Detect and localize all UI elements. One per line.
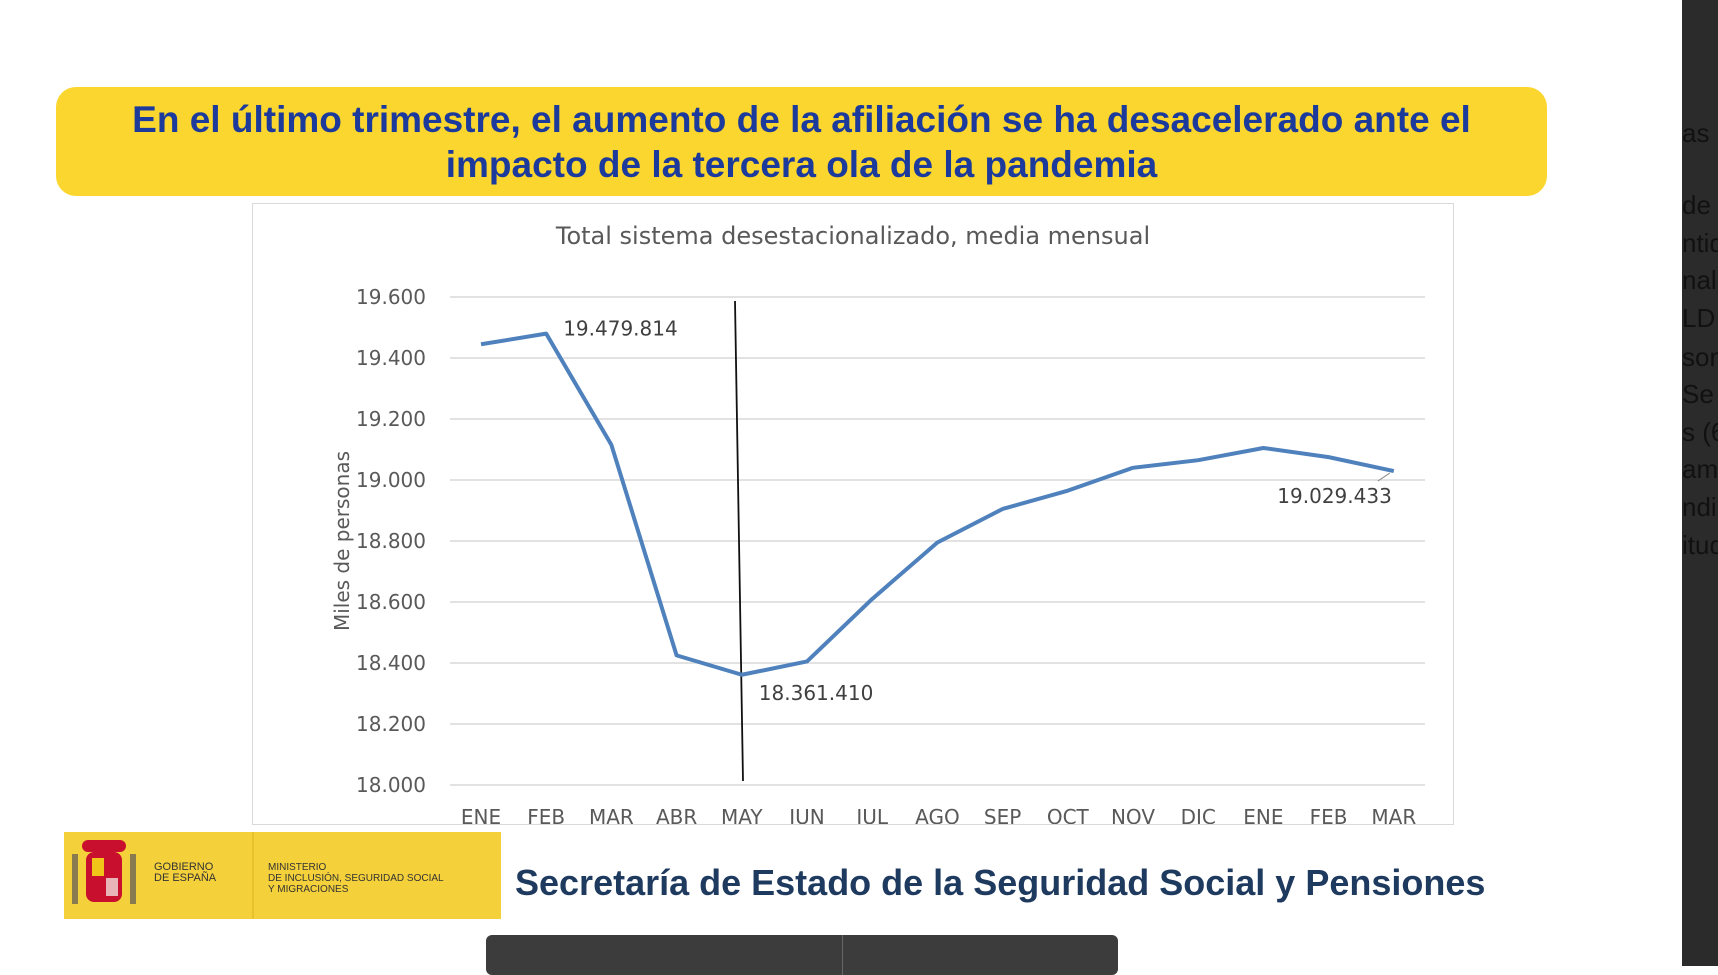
ministry-line-3: Y MIGRACIONES <box>268 884 348 895</box>
series-line <box>481 334 1394 675</box>
x-tick-label: DIC <box>1181 805 1216 824</box>
x-tick-label: ABR <box>656 805 697 824</box>
coat-of-arms-icon <box>64 832 144 919</box>
y-tick-label: 18.600 <box>356 590 426 614</box>
chart: Total sistema desestacionalizado, media … <box>252 203 1454 825</box>
x-tick-label: AGO <box>915 805 960 824</box>
side-panel-text: itud <box>1682 530 1718 561</box>
x-tick-label: OCT <box>1047 805 1090 824</box>
bottom-toolbar[interactable] <box>486 935 1118 975</box>
government-logo: GOBIERNO DE ESPAÑA MINISTERIO DE INCLUSI… <box>64 832 501 919</box>
y-tick-label: 19.200 <box>356 407 426 431</box>
ministry-line-2: DE INCLUSIÓN, SEGURIDAD SOCIAL <box>268 873 444 884</box>
side-panel-text: am <box>1682 454 1718 485</box>
x-tick-label: NOV <box>1111 805 1155 824</box>
y-tick-label: 18.000 <box>356 773 426 797</box>
headline-line-2: impacto de la tercera ola de la pandemia <box>446 142 1158 187</box>
y-tick-label: 19.400 <box>356 346 426 370</box>
side-panel-text: de p <box>1682 190 1718 221</box>
side-panel-text: Se I <box>1682 379 1718 410</box>
x-tick-label: JUL <box>854 805 889 824</box>
side-panel-text: nale <box>1682 265 1718 296</box>
x-tick-label: ENE <box>1243 805 1283 824</box>
headline-line-1: En el último trimestre, el aumento de la… <box>132 97 1471 142</box>
x-tick-label: MAY <box>721 805 763 824</box>
y-tick-label: 19.600 <box>356 285 426 309</box>
footer-title: Secretaría de Estado de la Seguridad Soc… <box>515 862 1485 904</box>
y-tick-label: 19.000 <box>356 468 426 492</box>
toolbar-divider <box>842 935 843 975</box>
chart-title: Total sistema desestacionalizado, media … <box>555 222 1150 250</box>
x-tick-label: FEB <box>1310 805 1348 824</box>
x-tick-label: MAR <box>1371 805 1416 824</box>
side-panel-text: ntida <box>1682 228 1718 259</box>
data-label: 19.479.814 <box>563 317 678 341</box>
data-label: 18.361.410 <box>759 681 874 705</box>
y-tick-label: 18.800 <box>356 529 426 553</box>
headline-banner: En el último trimestre, el aumento de la… <box>56 87 1547 196</box>
side-panel-text: s (6 <box>1682 417 1718 448</box>
logo-divider <box>252 832 254 919</box>
x-tick-label: SEP <box>984 805 1021 824</box>
side-panel: as de p ntida nale LD son Se I s (6 am ndiu itud <box>1682 0 1718 966</box>
side-panel-text: ndiu <box>1682 492 1718 523</box>
data-label: 19.029.433 <box>1277 484 1392 508</box>
x-tick-label: JUN <box>787 805 825 824</box>
x-tick-label: MAR <box>589 805 634 824</box>
chart-svg: Total sistema desestacionalizado, media … <box>253 204 1453 824</box>
ministry-line-1: MINISTERIO <box>268 862 326 873</box>
x-tick-label: FEB <box>527 805 565 824</box>
side-panel-text: as <box>1682 118 1709 149</box>
y-tick-label: 18.400 <box>356 651 426 675</box>
gov-line-2: DE ESPAÑA <box>154 873 216 884</box>
y-axis-label: Miles de personas <box>330 451 354 631</box>
side-panel-text: son <box>1682 342 1718 373</box>
side-panel-text: LD <box>1682 303 1715 334</box>
y-tick-label: 18.200 <box>356 712 426 736</box>
x-tick-label: ENE <box>461 805 501 824</box>
